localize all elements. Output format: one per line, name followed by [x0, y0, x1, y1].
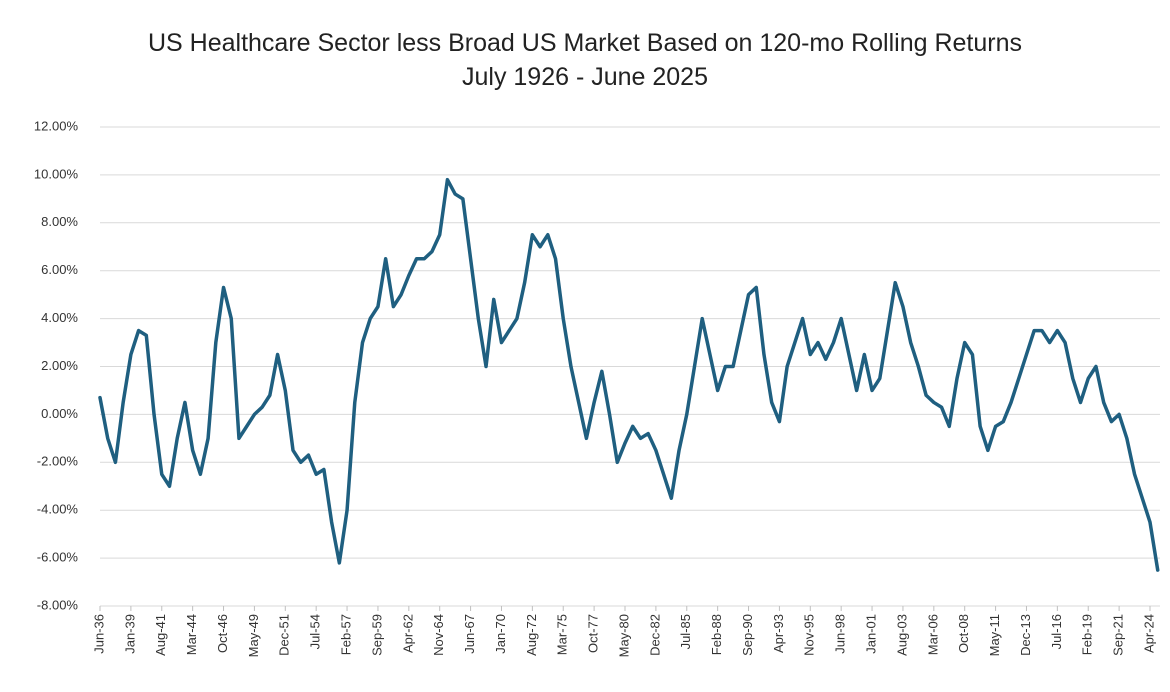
x-tick-label: Jul-85: [678, 614, 693, 649]
x-tick-label: Nov-64: [431, 614, 446, 656]
x-tick-label: Aug-03: [894, 614, 909, 656]
x-tick-label: Mar-44: [184, 614, 199, 655]
x-tick-label: Aug-41: [153, 614, 168, 656]
x-tick-label: Aug-72: [524, 614, 539, 656]
x-tick-label: Oct-08: [956, 614, 971, 653]
x-tick-label: May-49: [246, 614, 261, 657]
y-tick-label: 2.00%: [41, 358, 78, 373]
x-tick-label: Jan-01: [863, 614, 878, 654]
x-tick-label: Mar-06: [925, 614, 940, 655]
x-tick-label: Dec-82: [647, 614, 662, 656]
x-tick-label: Jun-98: [833, 614, 848, 654]
x-tick-label: Oct-46: [215, 614, 230, 653]
x-tick-label: Sep-21: [1111, 614, 1126, 656]
x-tick-label: Feb-19: [1080, 614, 1095, 655]
x-tick-label: Apr-62: [400, 614, 415, 653]
y-tick-label: -6.00%: [37, 550, 79, 565]
y-tick-label: -2.00%: [37, 454, 79, 469]
x-tick-label: Dec-51: [277, 614, 292, 656]
x-tick-label: Sep-59: [369, 614, 384, 656]
x-tick-label: Jun-67: [462, 614, 477, 654]
y-tick-label: 12.00%: [34, 118, 79, 133]
chart-title: US Healthcare Sector less Broad US Marke…: [147, 29, 1022, 91]
x-tick-label: Nov-95: [802, 614, 817, 656]
data-line: [98, 177, 1160, 572]
x-tick-label: Apr-24: [1141, 614, 1156, 653]
x-tick-label: Dec-13: [1018, 614, 1033, 656]
x-tick-label: Oct-77: [586, 614, 601, 653]
x-tick-label: Jul-54: [308, 614, 323, 649]
y-tick-label: -8.00%: [37, 597, 79, 612]
x-tick-label: Feb-88: [709, 614, 724, 655]
y-tick-label: 8.00%: [41, 214, 78, 229]
y-tick-label: -4.00%: [37, 502, 79, 517]
x-tick-label: May-11: [987, 614, 1002, 656]
y-tick-label: 6.00%: [41, 262, 78, 277]
x-tick-label: Feb-57: [338, 614, 353, 655]
x-tick-label: Sep-90: [740, 614, 755, 656]
x-tick-label: Jan-39: [122, 614, 137, 654]
y-tick-label: 10.00%: [34, 166, 79, 181]
x-tick-label: Jan-70: [493, 614, 508, 654]
y-tick-label: 0.00%: [41, 406, 78, 421]
x-tick-label: Apr-93: [771, 614, 786, 653]
x-tick-label: May-80: [616, 614, 631, 657]
x-tick-label: Jul-16: [1049, 614, 1064, 649]
x-tick-label: Jun-36: [91, 614, 106, 654]
x-tick-label: Mar-75: [555, 614, 570, 655]
y-tick-label: 4.00%: [41, 310, 78, 325]
